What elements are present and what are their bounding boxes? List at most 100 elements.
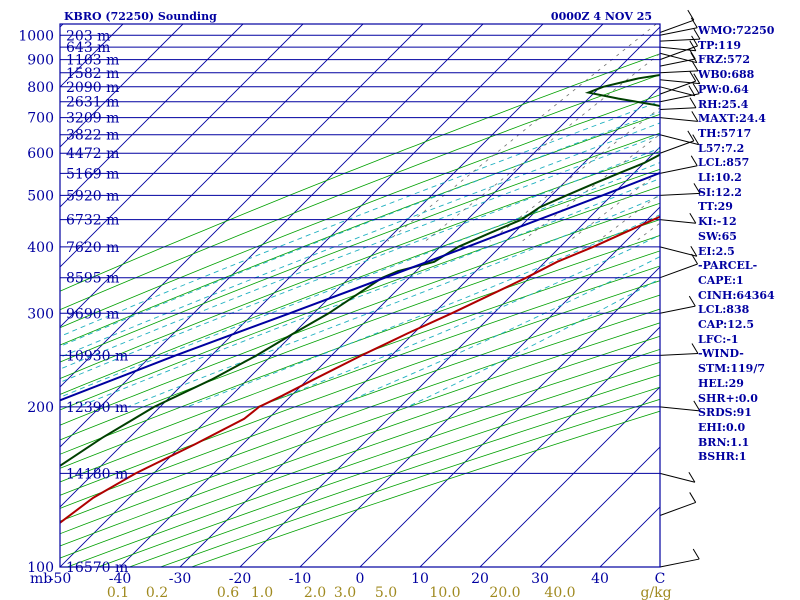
wind-barb-flag <box>688 48 696 60</box>
index-item: MAXT:24.4 <box>698 112 766 126</box>
wind-barb-flag <box>691 253 699 265</box>
temperature-tick-label: 40 <box>591 571 609 587</box>
index-item: SRDS:91 <box>698 406 752 420</box>
wind-barb <box>659 246 698 257</box>
wind-barb <box>659 52 698 64</box>
wind-barb-flag <box>688 85 696 96</box>
index-item: WMO:72250 <box>698 24 775 37</box>
dry-adiabat-line <box>60 132 660 363</box>
isotherm-line <box>60 24 484 448</box>
wind-barb <box>659 400 701 412</box>
wind-barb-staff <box>659 305 696 314</box>
isotherm-line <box>60 24 364 328</box>
wind-barb-flag <box>689 70 697 82</box>
wind-barb <box>659 111 699 122</box>
wind-barb-staff <box>659 93 700 103</box>
wind-barb <box>659 134 700 146</box>
wind-barb-flag <box>693 73 701 84</box>
wind-barb <box>659 40 697 52</box>
dry-adiabat-line <box>60 74 660 311</box>
pressure-label: 300 <box>27 306 54 322</box>
wind-barb-staff <box>659 52 697 64</box>
wind-barb-staff <box>659 107 696 111</box>
wind-barb <box>659 155 698 174</box>
wind-barb-staff <box>659 353 698 356</box>
wind-barb-flag <box>689 40 697 51</box>
height-label: 5920 m <box>66 188 119 204</box>
mixing-ratio-tick-label: 5.0 <box>375 585 397 600</box>
wind-barb-flag <box>687 9 695 21</box>
pressure-label: 1000 <box>18 28 54 44</box>
wind-barb-staff <box>659 70 698 74</box>
index-item: TP:119 <box>698 38 742 52</box>
pressure-unit-label: mb <box>30 571 52 587</box>
skewt-profiles <box>60 73 660 524</box>
wind-barb-flag <box>689 97 697 108</box>
wind-barb-flag <box>691 111 699 122</box>
dry-adiabat-line <box>60 348 660 559</box>
temperature-tick-label: C <box>655 571 666 587</box>
wind-barb <box>659 85 696 97</box>
wind-barb-staff <box>659 45 698 61</box>
index-item: TT:29 <box>698 200 733 214</box>
index-item: KI:-12 <box>698 215 737 229</box>
wind-barb-flag <box>690 52 698 63</box>
wind-barb-staff <box>659 117 698 122</box>
wind-barb <box>659 213 697 224</box>
temperature-tick-label: 0 <box>356 571 365 587</box>
wind-barb-flag <box>691 343 699 354</box>
dewpoint-profile <box>60 73 660 468</box>
pressure-label: 800 <box>27 80 54 96</box>
skewt-grid <box>60 24 660 567</box>
index-item: EI:2.5 <box>698 244 735 258</box>
wind-barb-staff <box>659 558 700 568</box>
index-item: EHI:0.0 <box>698 420 746 434</box>
mixing-ratio-tick-label: 2.0 <box>304 585 326 600</box>
height-label: 3822 m <box>66 128 119 144</box>
height-label: 5169 m <box>66 166 119 182</box>
temperature-tick-label: 30 <box>531 571 549 587</box>
wind-barb-staff <box>659 58 696 67</box>
mixing-ratio-tick-label: 0.6 <box>217 585 239 600</box>
wind-barb-flag <box>692 134 700 145</box>
moist-adiabat-line <box>78 177 660 408</box>
height-label: 1582 m <box>66 66 119 82</box>
wind-barb-staff <box>659 165 698 174</box>
index-item: SHR+:0.0 <box>698 391 758 405</box>
isotherm-line <box>60 24 184 148</box>
moist-adiabat-line <box>334 256 660 408</box>
mixing-ratio-tick-label: 40.0 <box>544 585 575 600</box>
wind-barb-flag <box>690 246 698 257</box>
wind-barb <box>659 472 696 483</box>
pressure-label: 200 <box>27 400 54 416</box>
wind-barb-flag <box>689 213 697 224</box>
wind-barb <box>659 183 701 196</box>
wind-barb-flag <box>692 548 700 560</box>
wind-barb <box>659 17 698 36</box>
temperature-tick-label: 20 <box>471 571 489 587</box>
dry-adiabat-line <box>60 94 660 329</box>
height-label: 643 m <box>66 40 110 56</box>
dry-adiabat-line <box>60 335 660 547</box>
wind-barb <box>659 253 699 279</box>
wind-barb-staff <box>659 140 694 154</box>
wind-barb <box>659 83 700 103</box>
mixing-ratio-tick-label: 20.0 <box>489 585 520 600</box>
dry-adiabat-line <box>60 219 660 441</box>
wind-barb-staff <box>659 472 696 483</box>
mixing-ratio-tick-label: 10.0 <box>429 585 460 600</box>
wind-barb <box>659 70 697 95</box>
wind-barb <box>659 97 697 111</box>
mixing-ratio-tick-label: 3.0 <box>334 585 356 600</box>
wind-barb-staff <box>659 86 696 97</box>
wind-barb-flag <box>691 60 699 72</box>
moist-adiabat-line <box>60 100 660 337</box>
wind-barb-flag <box>688 472 696 483</box>
isotherm-line <box>60 24 304 268</box>
isotherm-line <box>179 86 660 567</box>
plot-frame <box>59 23 661 568</box>
moist-adiabat-line <box>60 162 660 398</box>
index-item: SW:65 <box>698 229 737 243</box>
